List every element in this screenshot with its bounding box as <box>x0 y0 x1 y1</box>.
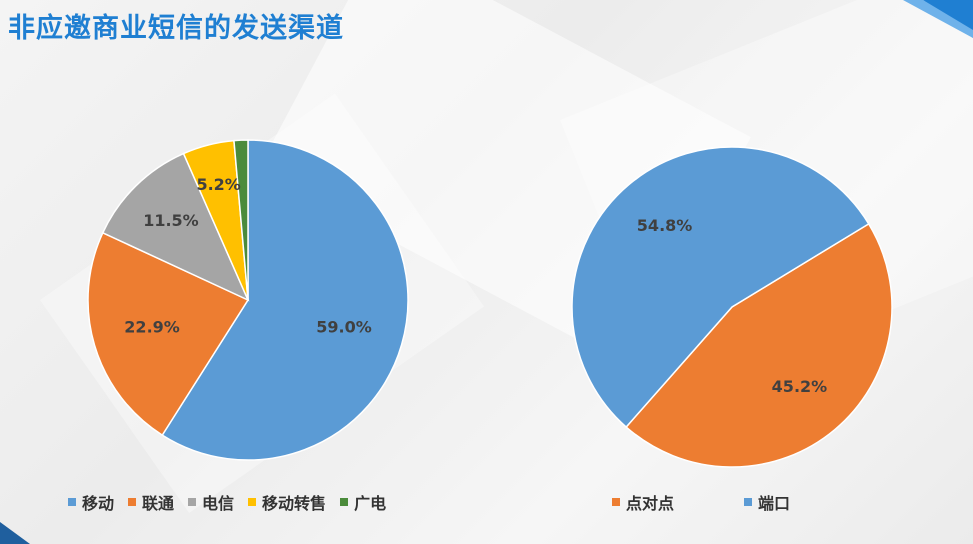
legend-swatch <box>188 498 197 506</box>
legend-sending-method: 点对点 端口 <box>612 490 860 514</box>
pie-labels: 59.0% 22.9% 11.5% 5.2% 1.4% <box>124 118 371 337</box>
legend-label: 点对点 <box>626 494 675 513</box>
legend-label: 联通 <box>142 494 175 513</box>
pie-slice-1 <box>161 139 409 461</box>
legend-swatch <box>248 498 257 506</box>
legend-carriers: 移动 联通 电信 移动转售 广电 <box>68 490 400 514</box>
pie-slice-5 <box>233 139 249 301</box>
legend-item-1: 移动 <box>68 490 114 514</box>
pie-slice-1 <box>625 222 893 468</box>
data-label-4: 5.2% <box>196 175 240 194</box>
data-label-5: 1.4% <box>223 118 267 119</box>
legend-item-1: 点对点 <box>612 490 674 514</box>
pie-slice-3 <box>101 152 250 302</box>
data-label-1: 59.0% <box>316 317 372 336</box>
pie-slices <box>87 139 409 461</box>
page-title: 非应邀商业短信的发送渠道 <box>8 13 344 44</box>
legend-item-2: 联通 <box>128 490 174 514</box>
legend-swatch <box>128 498 137 506</box>
legend-label: 移动 <box>82 494 115 513</box>
pie-slice-2 <box>571 146 870 429</box>
legend-label: 移动转售 <box>262 494 327 513</box>
legend-item-2: 端口 <box>744 490 790 514</box>
legend-label: 端口 <box>758 494 791 513</box>
pie-chart-carriers: 59.0% 22.9% 11.5% 5.2% 1.4% <box>87 118 409 461</box>
legend-label: 电信 <box>202 494 235 513</box>
data-label-3: 11.5% <box>143 211 199 230</box>
legend-swatch <box>744 498 753 506</box>
corner-decoration-bottom-left <box>0 522 30 544</box>
corner-decoration-top-right <box>903 0 973 38</box>
pie-slice-2 <box>87 231 250 437</box>
legend-item-4: 移动转售 <box>248 490 326 514</box>
pie-labels: 45.2% 54.8% <box>637 216 827 396</box>
data-label-1: 45.2% <box>772 377 828 396</box>
data-label-2: 22.9% <box>124 318 180 337</box>
data-label-2: 54.8% <box>637 216 693 235</box>
pie-slices <box>571 146 893 468</box>
pie-chart-sending-method: 45.2% 54.8% <box>571 146 893 468</box>
legend-swatch <box>340 498 349 506</box>
legend-swatch <box>612 498 620 506</box>
legend-swatch <box>68 498 76 506</box>
legend-item-3: 电信 <box>188 490 234 514</box>
legend-item-5: 广电 <box>340 490 386 514</box>
legend-label: 广电 <box>354 494 387 513</box>
